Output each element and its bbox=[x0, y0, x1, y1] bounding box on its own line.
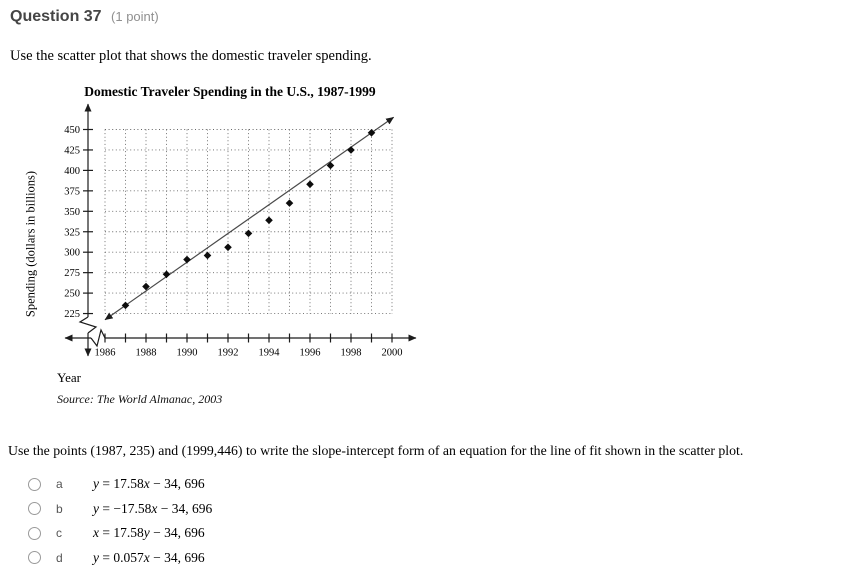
svg-text:275: 275 bbox=[64, 268, 80, 279]
answer-options: a y = 17.58x − 34, 696 b y = −17.58x − 3… bbox=[0, 472, 212, 570]
option-d-key: d bbox=[56, 550, 63, 565]
option-d-radio[interactable] bbox=[28, 551, 41, 565]
svg-text:375: 375 bbox=[64, 186, 80, 197]
answer-option-c: c x = 17.58y − 34, 696 bbox=[0, 521, 212, 546]
chart-source: Source: The World Almanac, 2003 bbox=[57, 392, 223, 406]
svg-text:1992: 1992 bbox=[218, 348, 239, 359]
option-d-equation: y = 0.057x − 34, 696 bbox=[93, 549, 205, 565]
svg-text:225: 225 bbox=[64, 309, 80, 320]
svg-text:400: 400 bbox=[64, 166, 80, 177]
svg-text:325: 325 bbox=[64, 227, 80, 238]
answer-option-a: a y = 17.58x − 34, 696 bbox=[0, 472, 212, 497]
y-axis bbox=[78, 103, 98, 357]
intro-text: Use the scatter plot that shows the dome… bbox=[10, 48, 372, 64]
svg-text:1990: 1990 bbox=[177, 348, 198, 359]
option-c-radio[interactable] bbox=[28, 526, 41, 540]
option-a-key: a bbox=[56, 477, 63, 492]
question-text: Use the points (1987, 235) and (1999,446… bbox=[8, 443, 744, 458]
x-axis-tick-labels: 1986 1988 1990 1992 1994 1996 1998 2000 bbox=[95, 348, 403, 359]
svg-text:350: 350 bbox=[64, 207, 80, 218]
y-axis-tick-labels: 225 250 275 300 325 350 375 400 425 450 bbox=[64, 125, 80, 320]
option-c-equation: x = 17.58y − 34, 696 bbox=[93, 525, 205, 541]
svg-text:300: 300 bbox=[64, 248, 80, 259]
line-of-fit bbox=[104, 116, 395, 321]
option-c-key: c bbox=[56, 526, 62, 541]
question-number: Question 37 bbox=[10, 8, 102, 25]
option-b-key: b bbox=[56, 501, 63, 516]
answer-option-b: b y = −17.58x − 34, 696 bbox=[0, 497, 212, 522]
svg-text:450: 450 bbox=[64, 125, 80, 136]
svg-text:1988: 1988 bbox=[136, 348, 157, 359]
svg-text:1986: 1986 bbox=[95, 348, 116, 359]
svg-text:1998: 1998 bbox=[341, 348, 362, 359]
option-b-equation: y = −17.58x − 34, 696 bbox=[93, 500, 213, 516]
svg-text:2000: 2000 bbox=[382, 348, 403, 359]
chart-title: Domestic Traveler Spending in the U.S., … bbox=[84, 84, 376, 99]
option-b-radio[interactable] bbox=[28, 502, 41, 516]
answer-option-d: d y = 0.057x − 34, 696 bbox=[0, 546, 212, 571]
svg-text:1996: 1996 bbox=[300, 348, 321, 359]
svg-text:425: 425 bbox=[64, 145, 80, 156]
svg-text:1994: 1994 bbox=[259, 348, 281, 359]
question-points: (1 point) bbox=[111, 9, 159, 24]
svg-text:250: 250 bbox=[64, 289, 80, 300]
option-a-equation: y = 17.58x − 34, 696 bbox=[93, 476, 205, 492]
x-axis-label: Year bbox=[57, 370, 81, 385]
question-header: Question 37 (1 point) bbox=[10, 8, 159, 26]
x-axis bbox=[64, 328, 417, 348]
option-a-radio[interactable] bbox=[28, 477, 41, 491]
y-axis-label: Spending (dollars in billions) bbox=[23, 170, 38, 318]
